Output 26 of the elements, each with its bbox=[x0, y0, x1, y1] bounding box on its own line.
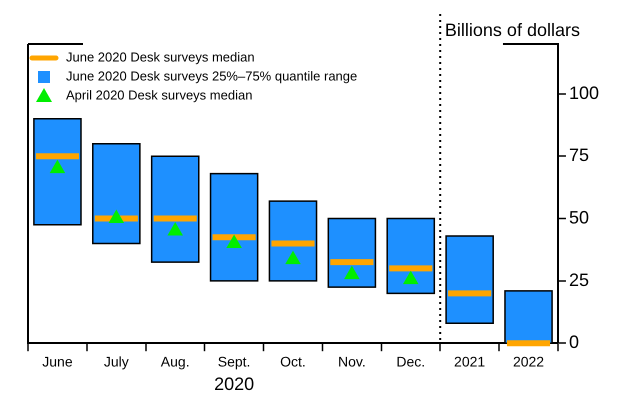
x-tick-label: July bbox=[104, 353, 129, 370]
x-tick-label: Dec. bbox=[396, 353, 426, 370]
x-tick-label: 2022 bbox=[512, 353, 544, 370]
annotation: June 2020 Desk surveys median bbox=[66, 50, 255, 65]
point bbox=[50, 160, 65, 174]
x-tick-label: Nov. bbox=[338, 353, 366, 370]
legend-label: June 2020 Desk surveys 25%–75% quantile range bbox=[66, 68, 358, 84]
y-tick-label: 75 bbox=[568, 145, 589, 166]
x-tick-label: Sept. bbox=[218, 353, 250, 370]
point bbox=[226, 234, 242, 248]
x-tick-label: 2021 bbox=[454, 353, 486, 370]
y-tick-label: 50 bbox=[568, 208, 589, 228]
x-tick-label: June bbox=[42, 353, 73, 370]
point bbox=[108, 210, 124, 224]
legend-label: April 2020 Desk surveys median bbox=[66, 88, 252, 103]
text: 2020 bbox=[214, 374, 254, 394]
point bbox=[286, 251, 300, 264]
y-tick-label: 25 bbox=[568, 270, 589, 290]
x-tick-label: Oct. bbox=[280, 353, 306, 370]
point bbox=[403, 271, 418, 284]
y-tick-label: 0 bbox=[568, 332, 579, 352]
point bbox=[168, 222, 183, 236]
y-axis-title: Billions of dollars bbox=[444, 20, 580, 40]
y-tick-label: 100 bbox=[568, 82, 600, 103]
point bbox=[344, 266, 360, 280]
x-tick-label: Aug. bbox=[160, 353, 190, 370]
